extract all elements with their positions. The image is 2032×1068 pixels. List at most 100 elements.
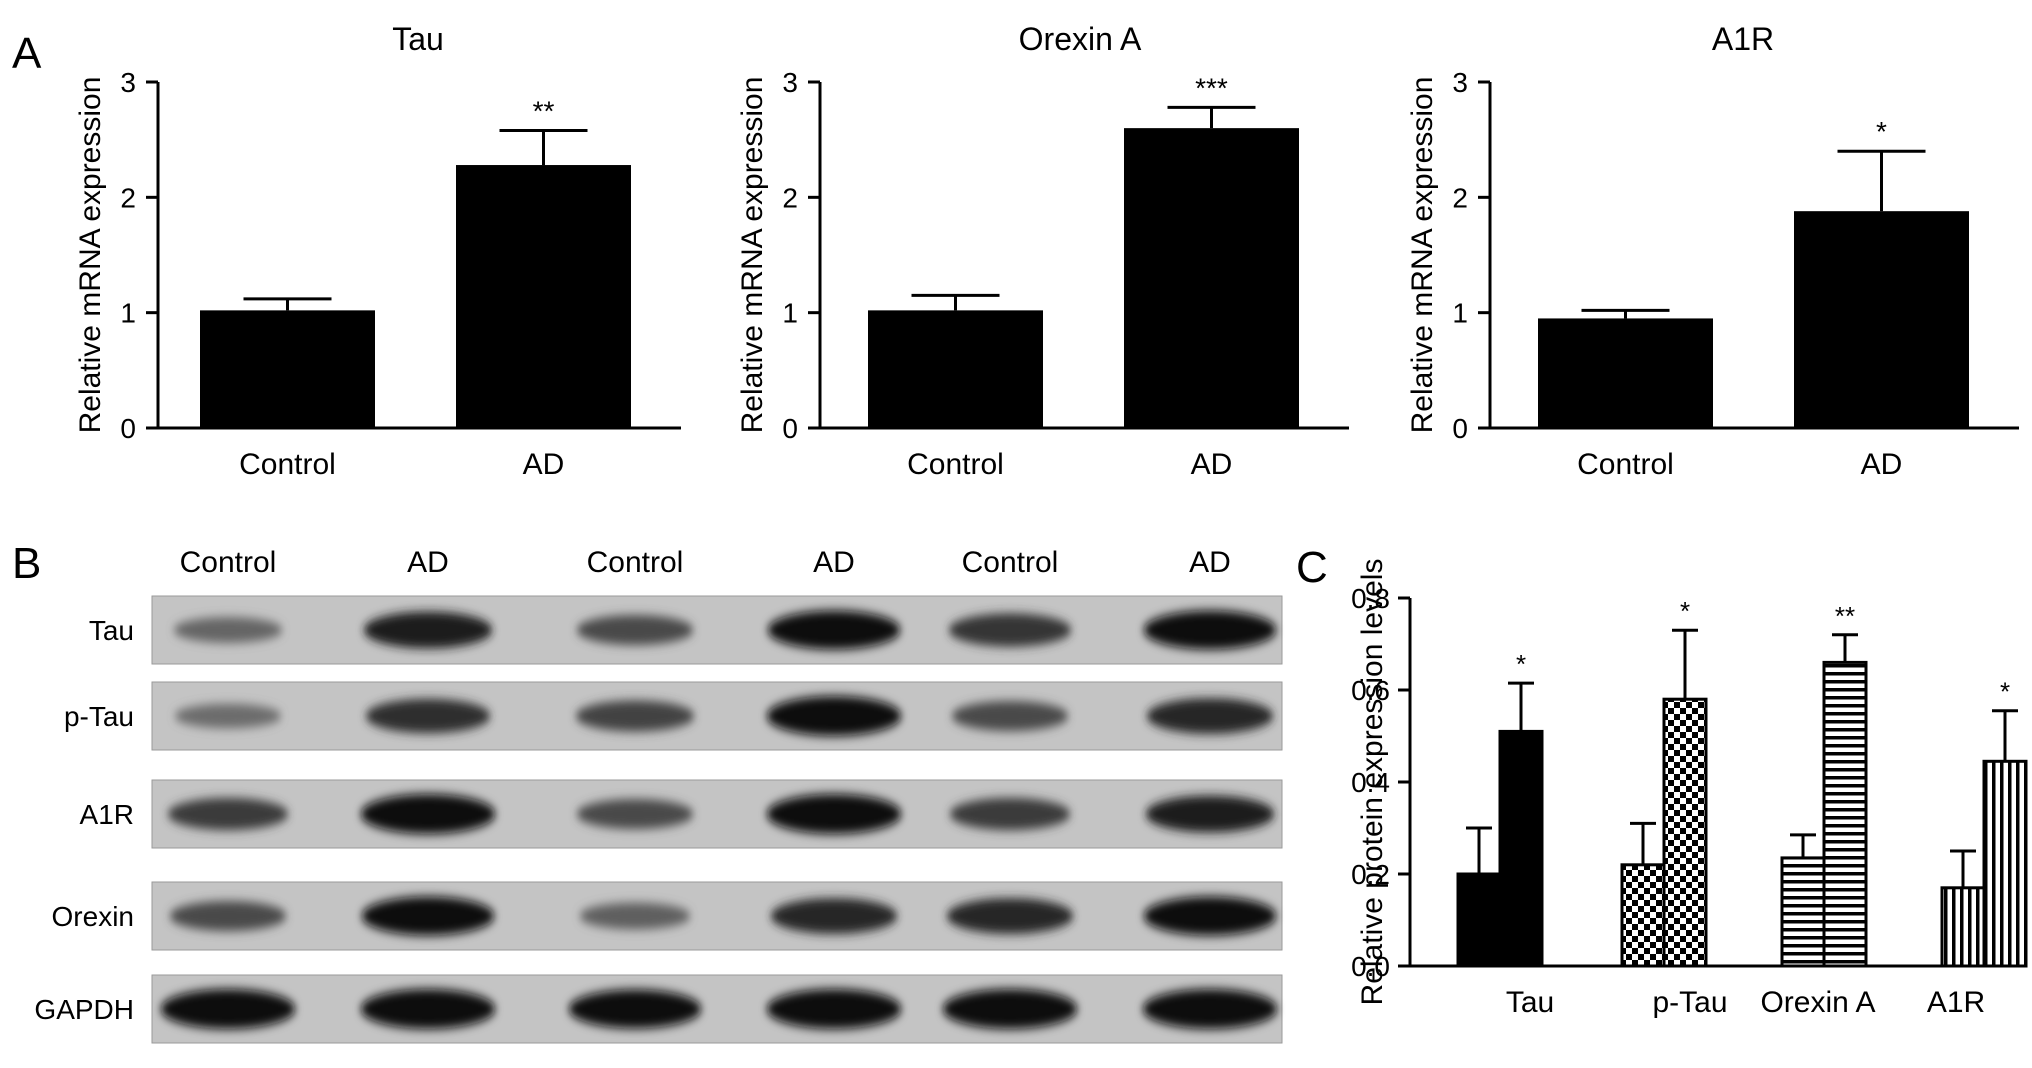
bar-tau-control <box>1456 872 1502 968</box>
y-axis-label: Relative mRNA expression <box>1406 77 1439 434</box>
tau-mrna-chart: Tau Relative mRNA expression 0 1 2 3 Control **… <box>74 21 681 481</box>
blot-band <box>167 797 289 831</box>
blot-band <box>1146 698 1274 734</box>
blot-band <box>1142 989 1278 1029</box>
y-axis-label: Relative protein expression levels <box>1356 559 1389 1006</box>
chart-title: A1R <box>1712 21 1774 57</box>
y-tick-label: 0 <box>1452 413 1468 444</box>
blot-row-label: Orexin <box>52 901 134 932</box>
bar-ad <box>456 165 631 429</box>
bar-ad <box>1124 128 1299 428</box>
blot-band <box>948 613 1072 647</box>
significance-marker: *** <box>1195 72 1228 103</box>
y-tick-label: 2 <box>782 182 798 213</box>
significance-marker: ** <box>533 95 555 126</box>
blot-strip-border <box>151 881 1283 951</box>
y-tick-label: 2 <box>1452 182 1468 213</box>
a1r-mrna-chart: A1R Relative mRNA expression 0 1 2 3 Control * A… <box>1406 21 2019 481</box>
y-tick-label: 1 <box>782 298 798 329</box>
bar-control <box>200 310 375 428</box>
bar-ad <box>1794 211 1969 428</box>
bar-orexin-a-ad <box>1822 660 1868 968</box>
orexin-a-mrna-chart: Orexin A Relative mRNA expression 0 1 2 3 Cont… <box>736 21 1349 481</box>
blot-strip <box>152 975 1282 1043</box>
x-tick-label: AD <box>523 448 565 481</box>
significance-marker: * <box>1516 649 1526 679</box>
blot-strip <box>152 780 1282 848</box>
blot-band <box>951 700 1069 732</box>
y-tick-label: 2 <box>120 182 136 213</box>
significance-marker: * <box>1680 596 1690 626</box>
blot-band <box>766 696 902 736</box>
blot-band <box>767 610 901 650</box>
x-tick-label: Orexin A <box>1760 986 1875 1019</box>
x-tick-label: AD <box>1861 448 1903 481</box>
bar-p-tau-control <box>1620 863 1666 968</box>
bar-tau-ad <box>1498 729 1544 968</box>
significance-marker: * <box>1876 116 1887 147</box>
panel-label-b: B <box>12 539 41 588</box>
y-tick-label: 0.4 <box>1351 767 1390 798</box>
significance-marker: * <box>2000 677 2010 707</box>
blot-band <box>361 896 495 936</box>
blot-band <box>173 617 283 643</box>
y-tick-label: 1 <box>120 298 136 329</box>
bar-control <box>1538 318 1713 428</box>
y-tick-label: 0.2 <box>1351 859 1390 890</box>
blot-row-label: Tau <box>89 615 134 646</box>
blot-band <box>946 898 1074 934</box>
x-tick-label: AD <box>1191 448 1233 481</box>
blot-row-label: GAPDH <box>34 994 134 1025</box>
blot-row-label: A1R <box>80 799 134 830</box>
blot-band <box>568 989 702 1029</box>
chart-title: Tau <box>392 21 444 57</box>
blot-column-label: Control <box>587 546 684 579</box>
bar-orexin-a-control <box>1780 856 1826 968</box>
x-tick-label: Control <box>239 448 336 481</box>
chart-title: Orexin A <box>1019 21 1142 57</box>
blot-band <box>160 989 296 1029</box>
blot-band <box>576 614 694 646</box>
y-tick-label: 3 <box>1452 67 1468 98</box>
blot-column-label: AD <box>1189 546 1231 579</box>
y-axis-label: Relative mRNA expression <box>74 77 107 434</box>
significance-marker: ** <box>1835 601 1855 631</box>
y-tick-label: 0.8 <box>1351 583 1390 614</box>
blot-band <box>169 900 287 932</box>
blot-row-label: p-Tau <box>64 701 134 732</box>
blot-band <box>363 611 493 649</box>
blot-strip <box>152 682 1282 750</box>
y-tick-label: 3 <box>120 67 136 98</box>
blot-strip-border <box>151 595 1283 665</box>
bar-a1r-control <box>1940 886 1986 968</box>
panel-label-a: A <box>12 29 42 78</box>
blot-band <box>575 700 695 732</box>
x-tick-label: A1R <box>1927 986 1985 1019</box>
panel-label-c: C <box>1296 543 1328 592</box>
blot-column-label: AD <box>813 546 855 579</box>
blot-band <box>942 989 1078 1029</box>
x-tick-label: Control <box>1577 448 1674 481</box>
blot-strip-border <box>151 681 1283 751</box>
x-tick-label: p-Tau <box>1652 986 1727 1019</box>
y-tick-label: 3 <box>782 67 798 98</box>
blot-band <box>1145 795 1275 833</box>
blot-strip-border <box>151 779 1283 849</box>
blot-strip <box>152 882 1282 950</box>
blot-column-label: AD <box>407 546 449 579</box>
blot-band <box>1143 896 1277 936</box>
blot-band <box>766 794 902 834</box>
x-tick-label: Tau <box>1506 986 1554 1019</box>
y-axis-label: Relative mRNA expression <box>736 77 769 434</box>
blot-band <box>360 989 496 1029</box>
bar-a1r-ad <box>1982 759 2028 968</box>
y-tick-label: 1 <box>1452 298 1468 329</box>
western-blot: Control AD Control AD Control AD Tau p-Tau A1R Or… <box>34 546 1283 1044</box>
blot-column-label: Control <box>180 546 277 579</box>
blot-strip-border <box>151 974 1283 1044</box>
bar-control <box>868 310 1043 428</box>
blot-column-label: Control <box>962 546 1059 579</box>
y-tick-label: 0.0 <box>1351 951 1390 982</box>
